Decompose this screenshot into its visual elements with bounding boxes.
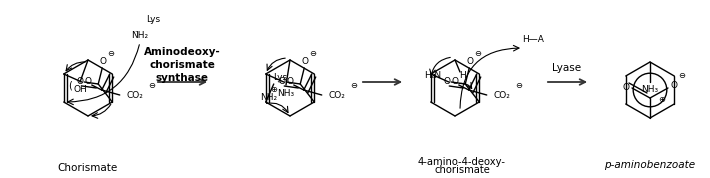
Text: synthase: synthase	[155, 73, 209, 83]
Text: H: H	[459, 70, 466, 80]
Text: ‥: ‥	[132, 25, 138, 35]
Text: O: O	[444, 77, 451, 87]
Text: Aminodeoxy-: Aminodeoxy-	[143, 47, 220, 57]
Text: Lys: Lys	[146, 15, 160, 25]
Text: p‑aminobenzoate: p‑aminobenzoate	[604, 160, 696, 170]
Text: ⊕: ⊕	[271, 85, 277, 95]
Text: chorismate: chorismate	[434, 165, 490, 175]
Text: O: O	[302, 57, 309, 67]
Text: H—A: H—A	[522, 35, 544, 44]
Text: Lyase: Lyase	[552, 63, 581, 73]
Text: CO₂: CO₂	[493, 90, 510, 100]
Text: O: O	[99, 57, 106, 67]
Text: NH₂: NH₂	[131, 32, 148, 41]
Text: O: O	[623, 83, 630, 93]
Text: CO₂: CO₂	[126, 90, 143, 100]
Text: NH₃: NH₃	[641, 85, 659, 95]
Text: ⊖: ⊖	[350, 82, 357, 90]
Text: NH₃: NH₃	[278, 88, 295, 98]
Text: ⊖: ⊖	[106, 49, 114, 59]
Text: O: O	[77, 77, 84, 87]
Text: 4-amino-4-deoxy-: 4-amino-4-deoxy-	[418, 157, 506, 167]
Text: (: (	[68, 80, 72, 90]
Text: ⊕: ⊕	[658, 96, 665, 104]
Text: NH₂: NH₂	[260, 93, 278, 103]
Text: ⊖: ⊖	[679, 72, 685, 80]
Text: O: O	[452, 77, 458, 85]
Text: O: O	[670, 80, 677, 90]
Text: CO₂: CO₂	[328, 90, 345, 100]
Text: Lys: Lys	[273, 74, 287, 82]
Text: ⊖: ⊖	[309, 49, 316, 59]
Text: ⊖: ⊖	[148, 82, 155, 90]
Text: O: O	[466, 57, 474, 67]
Text: ⊖: ⊖	[515, 82, 523, 90]
Text: O: O	[286, 77, 293, 85]
Text: H₂N: H₂N	[425, 70, 442, 80]
Text: chorismate: chorismate	[149, 60, 215, 70]
Text: O: O	[84, 77, 92, 85]
Text: Chorismate: Chorismate	[58, 163, 118, 173]
Text: OH: OH	[73, 85, 87, 95]
Text: O: O	[279, 77, 285, 87]
Text: ⊖: ⊖	[474, 49, 481, 59]
